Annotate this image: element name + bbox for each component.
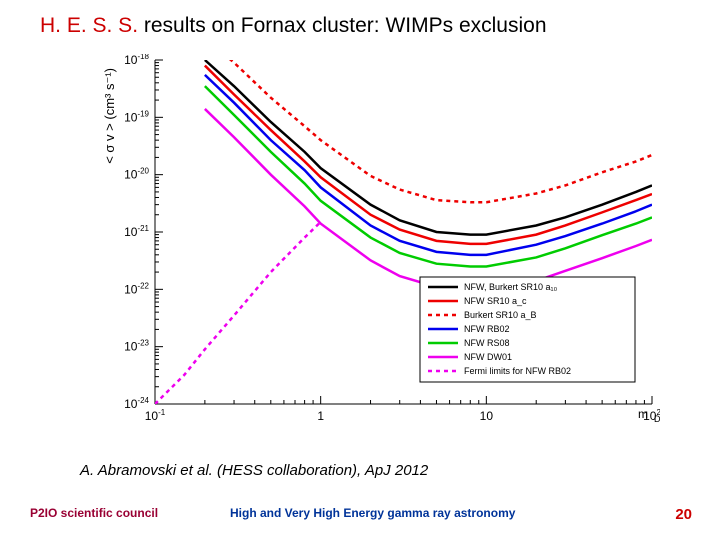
svg-text:1: 1 (317, 409, 324, 423)
svg-text:10-19: 10-19 (124, 109, 149, 124)
svg-text:10: 10 (480, 409, 494, 423)
title-rest: results on Fornax cluster: WIMPs exclusi… (138, 14, 546, 37)
svg-text:10-22: 10-22 (124, 281, 149, 296)
svg-text:Burkert SR10 a_B: Burkert SR10 a_B (464, 310, 537, 320)
svg-text:NFW DW01: NFW DW01 (464, 352, 512, 362)
svg-text:< σ v > (cm³ s⁻¹): < σ v > (cm³ s⁻¹) (102, 68, 117, 164)
svg-text:DM: DM (654, 414, 660, 424)
svg-text:10-1: 10-1 (145, 408, 166, 423)
footer-left: P2IO scientific council (30, 506, 158, 520)
svg-text:10-21: 10-21 (124, 224, 149, 239)
svg-text:NFW RS08: NFW RS08 (464, 338, 510, 348)
footer: P2IO scientific council High and Very Hi… (0, 506, 720, 528)
svg-text:NFW RB02: NFW RB02 (464, 324, 510, 334)
svg-text:NFW, Burkert SR10 a₁₀: NFW, Burkert SR10 a₁₀ (464, 282, 558, 292)
exclusion-plot: 10-1110102mDM(TeV)10-2410-2310-2210-2110… (100, 54, 660, 434)
slide-title: H. E. S. S. results on Fornax cluster: W… (40, 14, 547, 38)
footer-right: 20 (675, 506, 692, 523)
footer-center: High and Very High Energy gamma ray astr… (230, 506, 515, 520)
svg-text:10-20: 10-20 (124, 167, 149, 182)
svg-text:10-23: 10-23 (124, 339, 149, 354)
svg-text:m: m (638, 407, 648, 421)
svg-text:10-18: 10-18 (124, 54, 149, 67)
svg-text:Fermi limits for NFW RB02: Fermi limits for NFW RB02 (464, 366, 571, 376)
title-hess: H. E. S. S. (40, 14, 138, 37)
svg-text:NFW SR10 a_c: NFW SR10 a_c (464, 296, 527, 306)
citation-text: A. Abramovski et al. (HESS collaboration… (80, 462, 428, 479)
